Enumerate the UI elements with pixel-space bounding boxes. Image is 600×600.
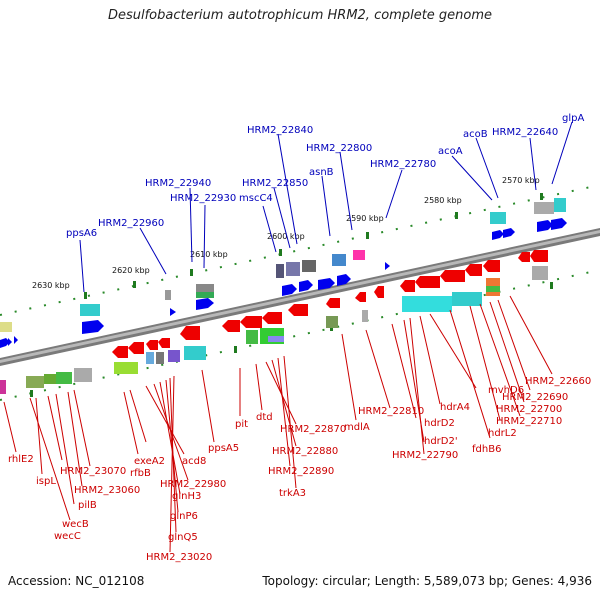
- gene-label: HRM2_22790: [392, 450, 458, 461]
- genome-title: Desulfobacterium autotrophicum HRM2, com…: [107, 8, 493, 23]
- gene-label: HRM2_22960: [98, 218, 164, 229]
- accession-text: Accession: NC_012108: [8, 574, 145, 588]
- kbp-label: 2590 kbp: [346, 214, 384, 223]
- gene-label: HRM2_22810: [358, 406, 424, 417]
- gene-label: fdhB6: [472, 444, 501, 455]
- gene-label: HRM2_22700: [496, 404, 562, 415]
- gene-label: HRM2_22930: [170, 193, 236, 204]
- kbp-label: 2630 kbp: [32, 281, 70, 290]
- kbp-label: 2580 kbp: [424, 196, 462, 205]
- gene-label: hdrD2': [424, 436, 458, 447]
- gene-label: HRM2_22640: [492, 127, 558, 138]
- kbp-labels: 2630 kbp 2620 kbp 2610 kbp 2600 kbp 2590…: [32, 176, 540, 290]
- gene-label: wecB: [62, 519, 89, 530]
- gene-label: pilB: [78, 500, 97, 511]
- gene-label: HRM2_23020: [146, 552, 212, 563]
- gene-label: HRM2_22780: [370, 159, 436, 170]
- bottom-gene-labels: rhlE2 ispL HRM2_23070 HRM2_23060 pilB we…: [8, 376, 591, 563]
- gene-label: rhlE2: [8, 454, 34, 465]
- gene-label: hdrL2: [488, 428, 517, 439]
- kbp-label: 2620 kbp: [112, 266, 150, 275]
- tick-rows: [0, 184, 600, 401]
- gene-label: glpA: [562, 113, 584, 124]
- gene-label: HRM2_22940: [145, 178, 211, 189]
- gene-label: HRM2_23060: [74, 485, 140, 496]
- gene-label: pit: [235, 419, 248, 430]
- gene-label: HRM2_22890: [268, 466, 334, 477]
- gene-label: glnH3: [172, 491, 201, 502]
- gene-label: mdlA: [344, 422, 370, 433]
- gene-label: HRM2_22660: [525, 376, 591, 387]
- gene-label: mscC4: [239, 193, 273, 204]
- gene-label: HRM2_22800: [306, 143, 372, 154]
- gene-label: HRM2_22980: [160, 479, 226, 490]
- kbp-label: 2610 kbp: [190, 250, 228, 259]
- top-gene-labels: ppsA6 HRM2_22960 HRM2_22940 HRM2_22930 H…: [66, 113, 584, 239]
- gene-label: glnQ5: [168, 532, 198, 543]
- gene-label: HRM2_23070: [60, 466, 126, 477]
- reverse-features: [0, 266, 548, 394]
- gene-label: HRM2_22690: [502, 392, 568, 403]
- gene-label: mvhD6: [488, 385, 524, 396]
- bottom-leaders: [3, 295, 553, 553]
- top-leaders: [79, 121, 573, 293]
- gene-label: exeA2: [134, 456, 165, 467]
- gene-label: HRM2_22880: [272, 446, 338, 457]
- gene-label: ispL: [36, 476, 56, 487]
- gene-label: HRM2_22840: [247, 125, 313, 136]
- kbp-label: 2600 kbp: [267, 232, 305, 241]
- kbp-label: 2570 kbp: [502, 176, 540, 185]
- gene-label: HRM2_22850: [242, 178, 308, 189]
- gene-label: trkA3: [279, 488, 306, 499]
- reverse-genes: [112, 250, 548, 358]
- genome-backbone: [0, 228, 600, 366]
- gene-label: HRM2_22870: [280, 424, 346, 435]
- gene-label: acoB: [463, 129, 488, 140]
- gene-label: rfbB: [130, 468, 151, 479]
- gene-label: wecC: [54, 531, 81, 542]
- forward-features: [0, 198, 566, 332]
- topology-text: Topology: circular; Length: 5,589,073 bp…: [262, 574, 592, 588]
- gene-label: ppsA5: [208, 443, 239, 454]
- gene-label: hdrD2: [424, 418, 455, 429]
- gene-label: dtd: [256, 412, 273, 423]
- gene-label: acoA: [438, 146, 463, 157]
- gene-label: asnB: [309, 167, 334, 178]
- forward-genes: [0, 218, 567, 348]
- gene-label: ppsA6: [66, 228, 97, 239]
- gene-label: HRM2_22710: [496, 416, 562, 427]
- gene-label: acd8: [182, 456, 206, 467]
- gene-label: hdrA4: [440, 402, 470, 413]
- gene-label: glnP6: [170, 511, 198, 522]
